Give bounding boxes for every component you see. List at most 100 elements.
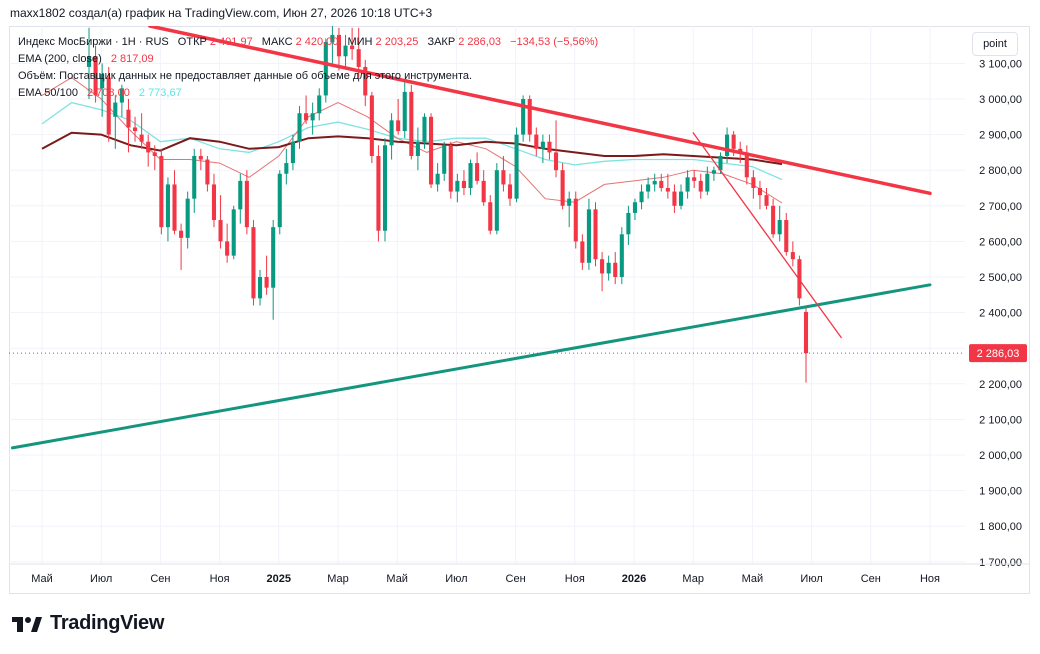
candle-down [429,116,434,185]
candle-down [218,220,223,242]
candle-down [205,159,210,185]
trendline-resistance[interactable] [148,26,932,196]
candle-up [606,262,611,274]
candle-up [185,198,190,238]
candle-up [422,116,427,142]
candle-up [521,99,526,135]
candle-down [698,180,703,192]
legend-ema200-value: 2 817,09 [110,53,154,65]
candle-up [586,209,591,263]
time-tick-label: Ноя [210,573,230,585]
candle-up [652,180,657,185]
candle-up [343,45,348,57]
price-tick-label: 3 100,00 [979,58,1022,70]
candle-down [790,252,795,260]
price-chart[interactable]: 1 700,00 1 800,00 1 900,00 2 000,00 2 100,00… [9,26,1030,594]
candle-down [363,66,368,96]
time-tick-label: Сен [506,573,526,585]
candle-down [139,134,144,142]
price-tick-label: 2 600,00 [979,236,1022,248]
candle-up [639,191,644,203]
price-tick-label: 1 900,00 [979,486,1022,498]
legend-close-label: ЗАКР [427,36,456,48]
time-tick-label: Мар [682,573,704,585]
candle-up [468,163,473,188]
last-price-label: 2 286,03 [977,348,1020,360]
candle-up [435,173,440,185]
candle-down [396,120,401,132]
legend-change: −134,53 (−5,56%) [510,36,599,48]
candle-down [198,155,203,160]
candle-up [494,170,499,231]
candle-down [376,155,381,231]
candle-down [304,113,309,121]
scale-mode-button[interactable]: point [972,32,1018,56]
candle-down [251,227,256,299]
candle-down [264,277,269,288]
candle-up [777,220,782,235]
candle-up [330,34,335,43]
candle-down [560,170,565,206]
grid-lines [9,26,965,564]
last-price-badge [969,344,1027,363]
trendline-short-term[interactable] [692,132,842,339]
candle-down [179,230,184,238]
candle-down [172,184,177,231]
candle-up [402,91,407,132]
price-tick-label: 2 500,00 [979,272,1022,284]
candle-down [369,95,374,156]
time-tick-label: Май [31,573,53,585]
legend-ema50-value: 2 708,00 [87,87,130,99]
candle-up [323,42,328,96]
candle-down [803,311,809,354]
candle-down [106,77,111,135]
candle-down [600,259,605,274]
legend-ema100-value: 2 773,67 [138,87,182,99]
candle-down [665,188,670,192]
candle-up [567,198,572,206]
candle-down [744,152,749,178]
candle-down [356,49,361,67]
candle-down [593,209,598,260]
tradingview-brand-name: TradingView [50,612,165,634]
candle-down [159,155,164,228]
candle-up [86,56,92,67]
time-tick-label: Сен [150,573,170,585]
trendline-support[interactable] [10,283,932,450]
candle-up [626,212,631,235]
legend-ema200-label: EMA (200, close) [18,53,102,65]
candle-up [297,113,302,142]
legend-row-ema50-100[interactable]: EMA 50/100 2 708,00 2 773,67 [18,85,598,102]
candle-up [271,227,276,288]
tradingview-logo[interactable]: TradingView [12,612,164,635]
legend-low-value: 2 203,25 [375,36,419,48]
candle-up [540,141,545,149]
price-tick-label: 2 200,00 [979,379,1022,391]
trendlines [10,26,932,450]
candle-down [731,134,736,149]
chart-legend: Индекс МосБиржи · 1Н · RUS ОТКР 2 401,97… [18,34,598,102]
candle-down [553,152,559,171]
candle-down [133,127,138,132]
candle-down [534,134,539,149]
candle-down [659,180,664,188]
candles [86,26,809,383]
candle-up [389,120,394,146]
candle-down [751,177,756,188]
candle-down [613,262,618,277]
candle-up [619,234,624,277]
candle-down [244,180,249,228]
candle-up [231,209,236,256]
candle-down [461,180,466,188]
price-tick-label: 1 800,00 [979,521,1022,533]
candle-up [415,141,420,156]
time-tick-label: Июл [445,573,467,585]
legend-row-ema200[interactable]: EMA (200, close) 2 817,09 [18,51,598,68]
candle-down [225,241,230,256]
candle-down [573,198,578,242]
legend-high-label: МАКС [261,36,293,48]
candle-down [764,195,769,206]
candle-up [711,170,716,174]
price-tick-label: 1 700,00 [979,557,1022,569]
legend-open-value: 2 401,97 [209,36,253,48]
